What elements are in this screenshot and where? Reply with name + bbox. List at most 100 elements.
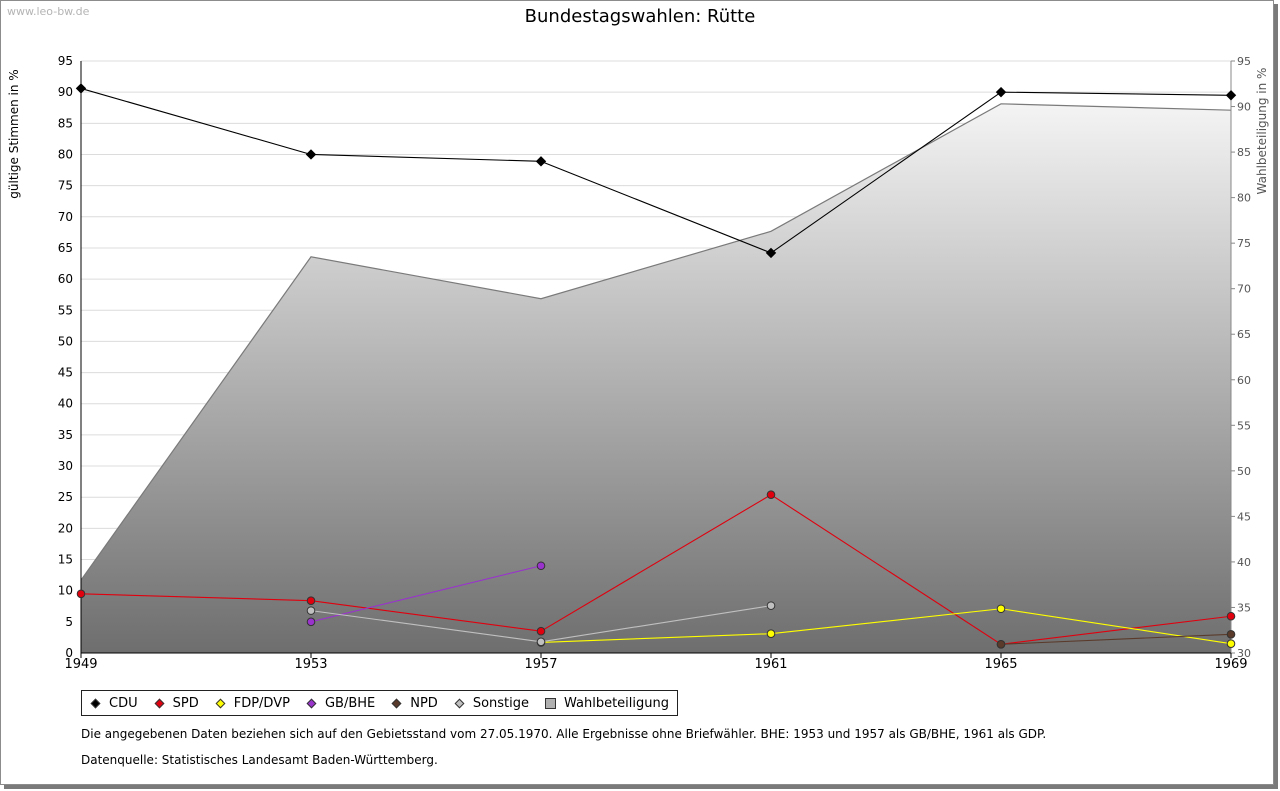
line-spd xyxy=(770,494,1002,645)
chart-title: Bundestagswahlen: Rütte xyxy=(525,6,756,27)
y-tick-label: 50 xyxy=(58,334,73,348)
point-gb-bhe xyxy=(536,561,546,571)
point-cdu xyxy=(535,156,547,167)
y-tick-label: 45 xyxy=(58,366,73,380)
legend-marker-icon xyxy=(545,697,556,709)
y-axis-label: gültige Stimmen in % xyxy=(7,69,21,198)
point-npd xyxy=(996,639,1006,649)
y-tick-label: 65 xyxy=(58,241,73,255)
y2-tick-label: 50 xyxy=(1237,465,1251,478)
y2-tick-label: 60 xyxy=(1237,374,1251,387)
y-tick-label: 60 xyxy=(58,272,73,286)
point-sonstige xyxy=(536,637,546,647)
x-tick-label: 1957 xyxy=(524,657,557,672)
legend-label: CDU xyxy=(109,695,138,711)
y-tick-label: 30 xyxy=(58,459,73,473)
line-sonstige xyxy=(310,610,542,643)
series-markers xyxy=(75,83,1237,649)
legend-marker-icon xyxy=(215,698,226,708)
y-tick-label: 5 xyxy=(65,615,73,629)
legend-label: Sonstige xyxy=(472,695,529,711)
legend-item-npd: NPD xyxy=(389,696,438,711)
y2-tick-label: 35 xyxy=(1237,601,1251,614)
y2-tick-label: 55 xyxy=(1237,419,1251,432)
line-spd xyxy=(310,600,542,632)
line-fdp-dvp xyxy=(770,608,1002,635)
y-tick-label: 10 xyxy=(58,584,73,598)
y2-tick-label: 85 xyxy=(1237,146,1251,159)
y-tick-label: 0 xyxy=(65,646,73,660)
y2-tick-label: 40 xyxy=(1237,556,1251,569)
legend-label: Wahlbeteiligung xyxy=(564,695,670,711)
y2-tick-label: 45 xyxy=(1237,510,1251,523)
point-fdp-dvp xyxy=(766,629,776,638)
x-tick-label: 1961 xyxy=(754,657,787,672)
legend-label: GB/BHE xyxy=(324,695,376,711)
y2-tick-label: 80 xyxy=(1237,192,1251,205)
y-tick-label: 85 xyxy=(58,116,73,130)
point-cdu xyxy=(1225,90,1237,101)
data-source: Datenquelle: Statistisches Landesamt Bad… xyxy=(81,753,438,767)
turnout-line xyxy=(80,103,1232,581)
line-cdu xyxy=(310,153,542,162)
footnote: Die angegebenen Daten beziehen sich auf … xyxy=(81,727,1047,741)
legend-item-cdu: CDU xyxy=(88,696,138,711)
y-tick-label: 55 xyxy=(58,303,73,317)
legend-item-wahlbeteiligung: Wahlbeteiligung xyxy=(543,696,669,711)
y-tick-label: 75 xyxy=(58,179,73,193)
y2-tick-label: 90 xyxy=(1237,101,1251,114)
line-cdu xyxy=(1000,91,1232,96)
turnout-fill xyxy=(81,103,1231,653)
point-cdu xyxy=(75,83,87,94)
y-tick-label: 80 xyxy=(58,147,73,161)
y2-tick-label: 95 xyxy=(1237,55,1251,68)
legend-label: NPD xyxy=(410,695,438,711)
legend-item-sonstige: Sonstige xyxy=(452,696,529,711)
y-tick-label: 25 xyxy=(58,490,73,504)
turnout-area xyxy=(80,103,1232,653)
line-cdu xyxy=(540,160,772,254)
legend-marker-icon xyxy=(154,698,165,708)
point-gb-bhe xyxy=(306,617,316,627)
point-spd xyxy=(536,626,546,636)
y-tick-label: 35 xyxy=(58,428,73,442)
point-spd xyxy=(306,596,316,605)
y-tick-label: 20 xyxy=(58,521,73,535)
line-cdu xyxy=(770,91,1002,254)
point-cdu xyxy=(305,149,317,160)
y-tick-label: 15 xyxy=(58,553,73,567)
legend-item-gb-bhe: GB/BHE xyxy=(304,696,375,711)
legend-marker-icon xyxy=(454,698,465,708)
series-lines xyxy=(80,87,1232,645)
legend-item-spd: SPD xyxy=(152,696,199,711)
y-tick-label: 95 xyxy=(58,54,73,68)
point-spd xyxy=(766,490,776,500)
legend-marker-icon xyxy=(90,698,101,708)
legend-label: SPD xyxy=(172,695,199,711)
point-spd xyxy=(76,589,86,599)
point-fdp-dvp xyxy=(1226,639,1236,648)
legend-item-fdp-dvp: FDP/DVP xyxy=(213,696,290,711)
point-sonstige xyxy=(306,606,316,615)
point-spd xyxy=(1226,611,1236,621)
y-tick-label: 90 xyxy=(58,85,73,99)
x-tick-label: 1965 xyxy=(984,657,1017,672)
legend-marker-icon xyxy=(306,698,317,708)
y2-tick-label: 30 xyxy=(1237,647,1251,660)
x-tick-label: 1953 xyxy=(294,657,327,672)
line-gb-bhe xyxy=(310,565,542,623)
x-tick-label: 1949 xyxy=(64,657,97,672)
line-fdp-dvp xyxy=(540,633,772,643)
point-cdu xyxy=(995,86,1007,98)
point-fdp-dvp xyxy=(996,604,1006,614)
line-cdu xyxy=(80,87,312,156)
y2-tick-label: 70 xyxy=(1237,283,1251,296)
watermark: www.leo-bw.de xyxy=(7,5,90,18)
line-fdp-dvp xyxy=(1000,608,1232,645)
x-tick-label: 1969 xyxy=(1214,657,1247,672)
point-sonstige xyxy=(766,601,776,610)
point-npd xyxy=(1226,630,1236,639)
legend: CDU SPD FDP/DVP GB/BHE NPD Sonstige Wahlbeteil… xyxy=(81,690,679,716)
